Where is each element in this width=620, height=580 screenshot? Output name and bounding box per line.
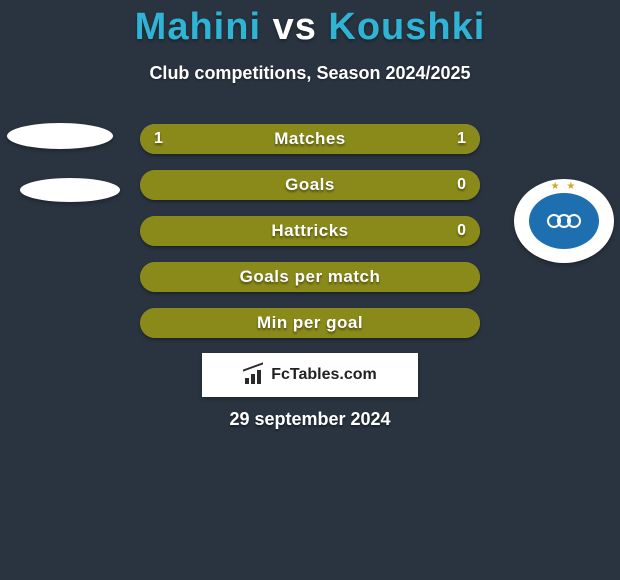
stat-label: Min per goal: [257, 313, 363, 333]
player1-name: Mahini: [135, 6, 261, 48]
vs-text: vs: [273, 6, 317, 48]
date-text: 29 september 2024: [0, 409, 620, 430]
club-badge-inner: ★ ★: [529, 193, 599, 249]
badge-stars-icon: ★ ★: [551, 181, 578, 192]
stat-bar: Goals 0: [140, 170, 480, 200]
player1-photo-placeholder: [7, 123, 113, 149]
stat-bar: Goals per match: [140, 262, 480, 292]
stat-value-right: 0: [457, 176, 466, 194]
stat-value-left: 1: [154, 130, 163, 148]
page-title: Mahini vs Koushki: [0, 0, 620, 49]
comparison-infographic: Mahini vs Koushki Club competitions, Sea…: [0, 0, 620, 580]
stat-bar: Hattricks 0: [140, 216, 480, 246]
player2-photo-placeholder: [20, 178, 120, 202]
stat-bars: Matches 1 1 Goals 0 Hattricks 0 Goals per match…: [140, 124, 480, 354]
stat-label: Matches: [274, 129, 346, 149]
stat-bar: Min per goal: [140, 308, 480, 338]
stat-label: Goals per match: [240, 267, 381, 287]
stat-label: Goals: [285, 175, 335, 195]
fctables-logo-icon: [243, 366, 265, 384]
attribution-box: FcTables.com: [202, 353, 418, 397]
stat-value-right: 0: [457, 222, 466, 240]
stat-label: Hattricks: [271, 221, 348, 241]
subtitle: Club competitions, Season 2024/2025: [0, 63, 620, 84]
club-badge: ★ ★: [514, 179, 614, 263]
badge-rings-icon: [549, 214, 579, 228]
player2-name: Koushki: [328, 6, 485, 48]
attribution-text: FcTables.com: [271, 366, 377, 384]
stat-bar: Matches 1 1: [140, 124, 480, 154]
stat-value-right: 1: [457, 130, 466, 148]
